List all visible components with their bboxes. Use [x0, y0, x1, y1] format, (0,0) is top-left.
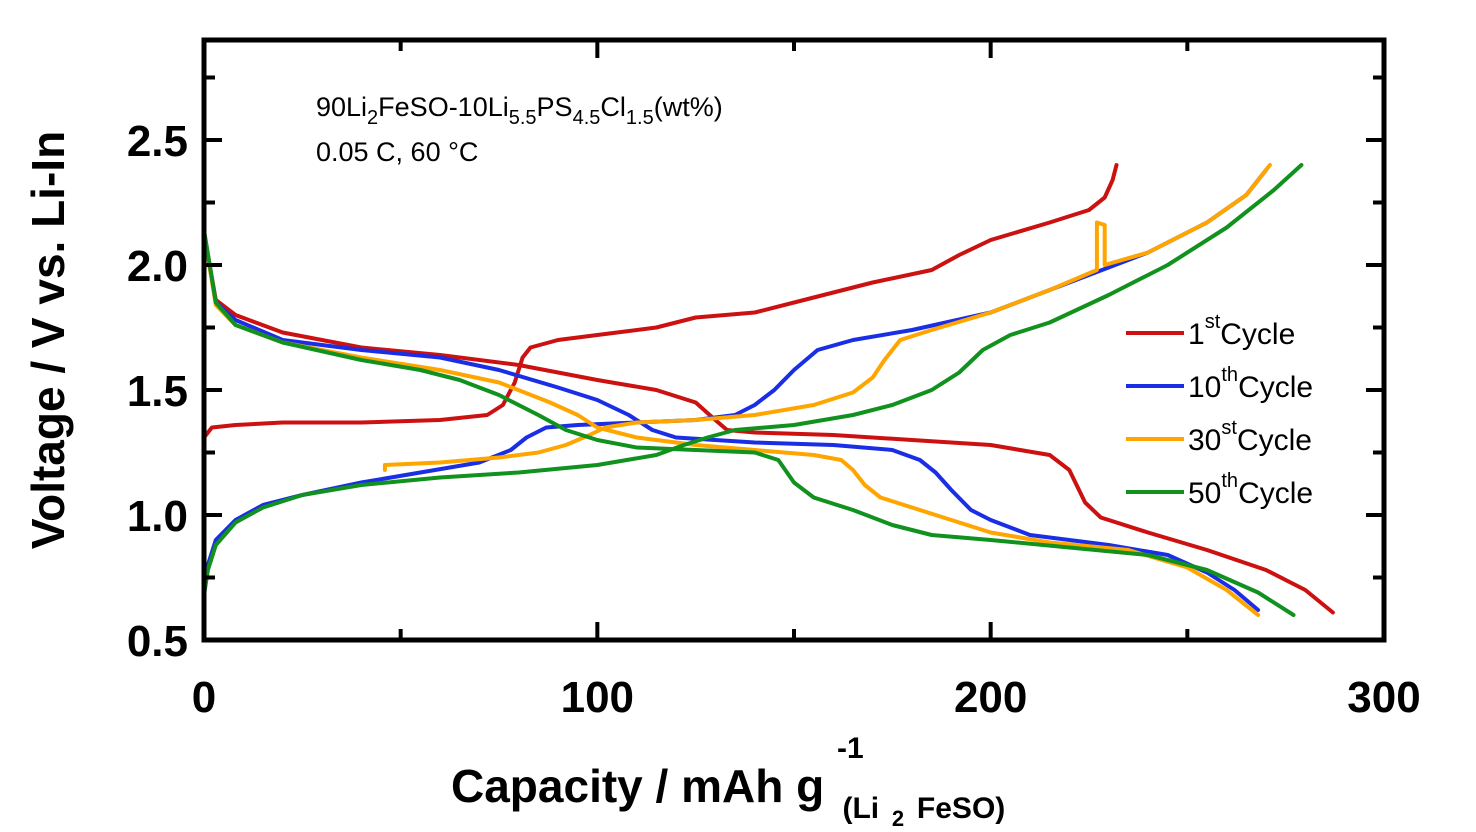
x-tick-label: 0: [192, 673, 216, 722]
annotation-text: FeSO-10Li: [378, 92, 509, 122]
legend-label-post: Cycle: [1220, 318, 1295, 351]
y-tick-label: 1.5: [127, 367, 188, 416]
legend-label-main: 30: [1188, 424, 1221, 457]
legend-label-post: Cycle: [1238, 371, 1313, 404]
x-axis-title-sub-sub: 2: [892, 806, 904, 831]
x-axis-title-main: Capacity / mAh g: [451, 760, 824, 812]
legend-label-sup: th: [1221, 470, 1238, 492]
legend-label-sup: st: [1205, 311, 1221, 333]
y-tick-label: 2.0: [127, 242, 188, 291]
annotation-subscript: 2: [367, 107, 378, 129]
series-3-charge-line: [382, 163, 1272, 472]
annotation-subscript: 1.5: [626, 107, 654, 129]
x-tick-label: 300: [1347, 673, 1420, 722]
y-tick-label: 2.5: [127, 117, 188, 166]
legend-label-post: Cycle: [1237, 424, 1312, 457]
annotation-line1: 90Li2FeSO-10Li5.5PS4.5Cl1.5(wt%): [316, 92, 723, 129]
y-tick-label: 0.5: [127, 617, 188, 666]
annotation-subscript: 4.5: [573, 107, 601, 129]
series-4-discharge-line: [202, 228, 1296, 617]
annotation-line2: 0.05 C, 60 °C: [316, 137, 478, 167]
annotation-text: PS: [537, 92, 573, 122]
legend-label-3: 30stCycle: [1188, 417, 1312, 457]
tick-labels: 0 100 200 300 0.5 1.0 1.5 2.0 2.5: [127, 117, 1421, 722]
plot-lines: [202, 163, 1335, 617]
x-tick-label: 100: [561, 673, 634, 722]
series-3-discharge-line: [202, 230, 1261, 617]
x-tick-label: 200: [954, 673, 1027, 722]
annotation-text: 90Li: [316, 92, 367, 122]
series-2-discharge-line: [202, 230, 1261, 612]
series-4-charge-line: [202, 163, 1304, 597]
legend-label-sup: st: [1221, 417, 1237, 439]
y-tick-label: 1.0: [127, 492, 188, 541]
x-axis-title-sub-pre: (Li: [842, 792, 879, 825]
y-axis-title: Voltage / V vs. Li-In: [22, 131, 74, 549]
legend-label-2: 10thCycle: [1188, 364, 1313, 404]
annotation-text: Cl: [600, 92, 626, 122]
x-axis-title: Capacity / mAh g -1 (Li 2 FeSO): [451, 716, 1005, 832]
legend-label-main: 1: [1188, 318, 1205, 351]
legend-label-1: 1stCycle: [1188, 311, 1295, 351]
annotation-text: (wt%): [654, 92, 723, 122]
annotation-subscript: 5.5: [509, 107, 537, 129]
series-1-charge-line: [202, 163, 1119, 440]
legend-label-post: Cycle: [1238, 477, 1313, 510]
legend-label-main: 50: [1188, 477, 1221, 510]
legend-label-sup: th: [1221, 364, 1238, 386]
legend-label-main: 10: [1188, 371, 1221, 404]
ticks: [204, 40, 1384, 640]
x-axis-title-sup: -1: [837, 732, 864, 765]
x-axis-title-sub-post: FeSO): [917, 792, 1005, 825]
series-1-discharge-line: [202, 230, 1335, 615]
legend-label-4: 50thCycle: [1188, 470, 1313, 510]
